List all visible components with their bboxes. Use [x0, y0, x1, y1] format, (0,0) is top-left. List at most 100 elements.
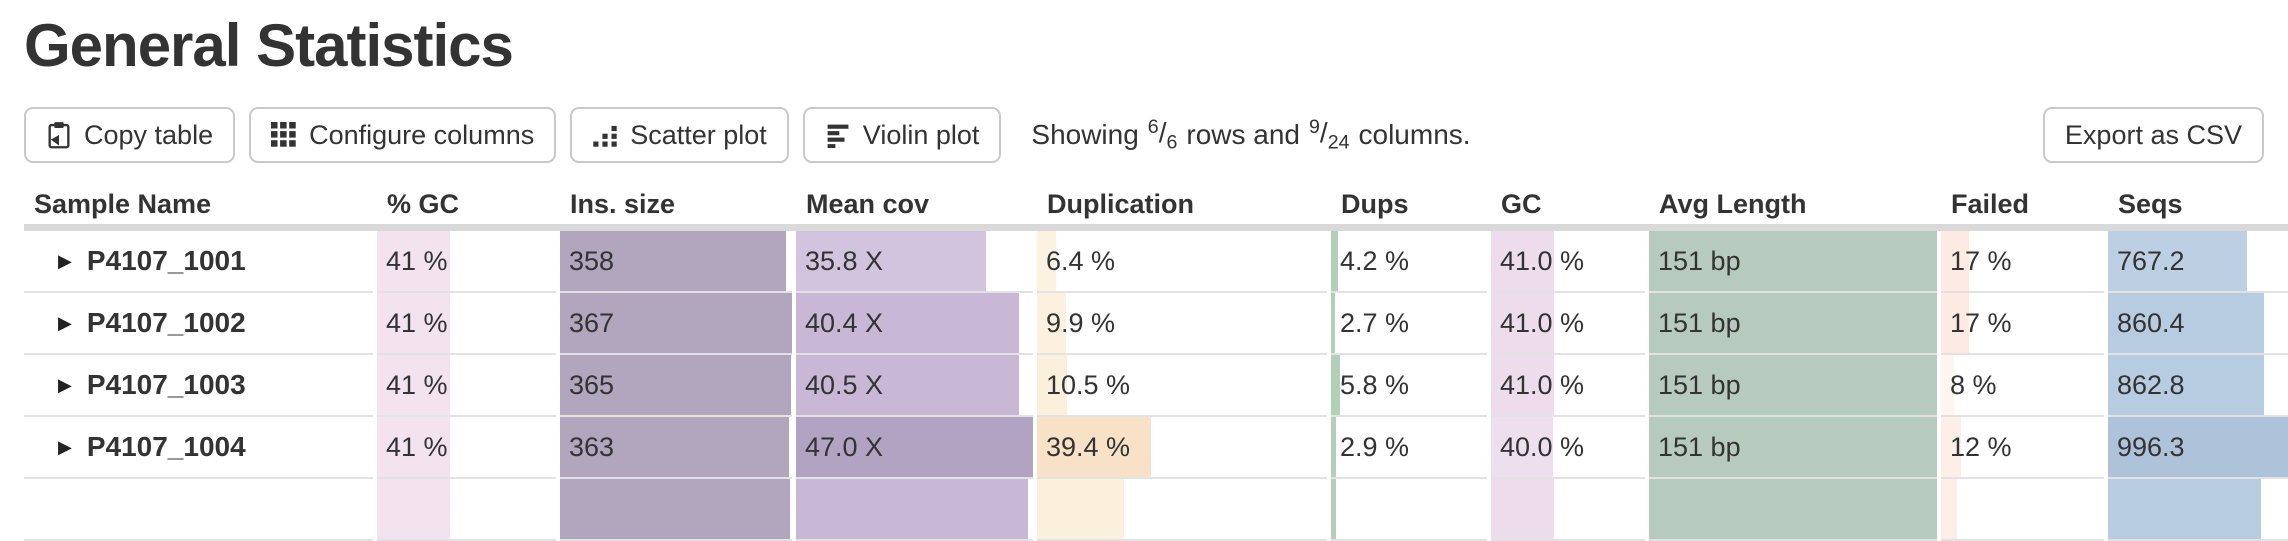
value-bar: [377, 479, 451, 539]
value-bar: [560, 417, 790, 477]
gc-cell: 41.0 %: [1487, 227, 1647, 293]
column-header-avg-length[interactable]: Avg Length: [1645, 184, 1939, 231]
value-bar: [2108, 479, 2261, 539]
value-bar: [1491, 231, 1555, 291]
copy-table-button[interactable]: Copy table: [24, 107, 236, 163]
failed-cell: 8 %: [1937, 354, 2106, 417]
sample-name-cell[interactable]: [24, 478, 375, 541]
cell-value: 41 %: [386, 370, 448, 400]
value-bar: [1649, 479, 1937, 539]
table-header-row: Sample Name % GC Ins. size Mean cov Dupl…: [24, 184, 2288, 231]
scatter-plot-label: Scatter plot: [630, 119, 767, 150]
value-bar: [1037, 417, 1152, 477]
ins-size-cell: 358: [556, 227, 794, 293]
value-bar: [1941, 231, 1969, 291]
expand-triangle-icon[interactable]: ▶: [58, 251, 72, 271]
cell-value: 6.4 %: [1046, 246, 1116, 276]
cell-value: 862.8: [2117, 370, 2185, 400]
cell-value: 9.9 %: [1046, 308, 1116, 338]
mean-cov-cell: 40.5 X: [792, 354, 1035, 417]
failed-cell: 17 %: [1937, 227, 2106, 293]
value-bar: [1491, 479, 1555, 539]
value-bar: [1941, 355, 1955, 415]
column-header-duplication[interactable]: Duplication: [1033, 184, 1329, 231]
configure-columns-button[interactable]: Configure columns: [249, 107, 557, 163]
value-bar: [1331, 479, 1336, 539]
ins-size-cell: 367: [556, 292, 794, 355]
value-bar: [1037, 231, 1056, 291]
value-bar: [1649, 417, 1937, 477]
value-bar: [796, 231, 986, 291]
column-header-dups[interactable]: Dups: [1327, 184, 1489, 231]
gc-cell: 40.0 %: [1487, 416, 1647, 479]
mean-cov-cell: 35.8 X: [792, 227, 1035, 293]
cell-value: 41.0 %: [1500, 246, 1585, 276]
cell-value: 41 %: [386, 432, 448, 462]
sample-name: P4107_1004: [86, 431, 246, 462]
sample-name-cell[interactable]: ▶ P4107_1003: [24, 354, 375, 417]
column-header-sample-name[interactable]: Sample Name: [24, 184, 375, 231]
cell-value: 40.0 %: [1500, 432, 1585, 462]
sample-name-cell[interactable]: ▶ P4107_1001: [24, 227, 375, 293]
cell-value: 367: [569, 308, 615, 338]
avg-length-cell: 151 bp: [1645, 292, 1939, 355]
cell-value: 2.7 %: [1340, 308, 1410, 338]
value-bar: [560, 355, 791, 415]
grid-icon: [271, 122, 297, 148]
cell-value: 151 bp: [1658, 308, 1741, 338]
expand-triangle-icon[interactable]: ▶: [58, 375, 72, 395]
pct-gc-cell: 41 %: [373, 416, 558, 479]
value-bar: [1331, 417, 1336, 477]
violin-plot-label: Violin plot: [862, 119, 980, 150]
column-header-pct-gc[interactable]: % GC: [373, 184, 558, 231]
value-bar: [1037, 479, 1124, 539]
table-row: ▶ P4107_1002 41 % 367 40.4 X 9.9 % 2.7 % 41.0 %…: [24, 292, 2288, 355]
cell-value: 35.8 X: [805, 246, 884, 276]
sample-name-cell[interactable]: ▶ P4107_1004: [24, 416, 375, 479]
duplication-cell: [1033, 478, 1329, 541]
table-toolbar: Copy table Configure columns Scatter plo…: [24, 106, 2264, 164]
violin-plot-button[interactable]: Violin plot: [802, 107, 1002, 163]
duplication-cell: 6.4 %: [1033, 227, 1329, 293]
cell-value: 10.5 %: [1046, 370, 1131, 400]
dups-cell: 4.2 %: [1327, 227, 1489, 293]
expand-triangle-icon[interactable]: ▶: [58, 313, 72, 333]
cell-value: 40.4 X: [805, 308, 884, 338]
seqs-cell: 860.4: [2104, 292, 2288, 355]
value-bar: [1649, 231, 1937, 291]
column-header-seqs[interactable]: Seqs: [2104, 184, 2288, 231]
cell-value: 41.0 %: [1500, 370, 1585, 400]
value-bar: [2108, 293, 2264, 353]
value-bar: [2108, 417, 2288, 477]
scatter-plot-button[interactable]: Scatter plot: [570, 107, 789, 163]
cell-value: 358: [569, 246, 615, 276]
cell-value: 2.9 %: [1340, 432, 1410, 462]
failed-cell: 17 %: [1937, 292, 2106, 355]
showing-prefix: Showing: [1031, 118, 1139, 150]
cell-value: 17 %: [1950, 246, 2012, 276]
ins-size-cell: [556, 478, 794, 541]
avg-length-cell: 151 bp: [1645, 227, 1939, 293]
copy-table-label: Copy table: [84, 119, 214, 150]
sample-name-cell[interactable]: ▶ P4107_1002: [24, 292, 375, 355]
cell-value: 40.5 X: [805, 370, 884, 400]
showing-summary: Showing 6/6 rows and 9/24 columns.: [1031, 116, 1470, 155]
column-header-ins-size[interactable]: Ins. size: [556, 184, 794, 231]
export-csv-label: Export as CSV: [2064, 119, 2242, 150]
expand-triangle-icon[interactable]: ▶: [58, 437, 72, 457]
cell-value: 151 bp: [1658, 246, 1741, 276]
value-bar: [1649, 355, 1937, 415]
export-csv-button[interactable]: Export as CSV: [2042, 107, 2264, 163]
value-bar: [796, 417, 1033, 477]
gc-cell: 41.0 %: [1487, 354, 1647, 417]
value-bar: [560, 293, 792, 353]
cell-value: 996.3: [2117, 432, 2185, 462]
pct-gc-cell: [373, 478, 558, 541]
value-bar: [560, 231, 787, 291]
cell-value: 363: [569, 432, 615, 462]
value-bar: [1941, 293, 1969, 353]
value-bar: [1491, 293, 1555, 353]
column-header-failed[interactable]: Failed: [1937, 184, 2106, 231]
column-header-gc[interactable]: GC: [1487, 184, 1647, 231]
column-header-mean-cov[interactable]: Mean cov: [792, 184, 1035, 231]
